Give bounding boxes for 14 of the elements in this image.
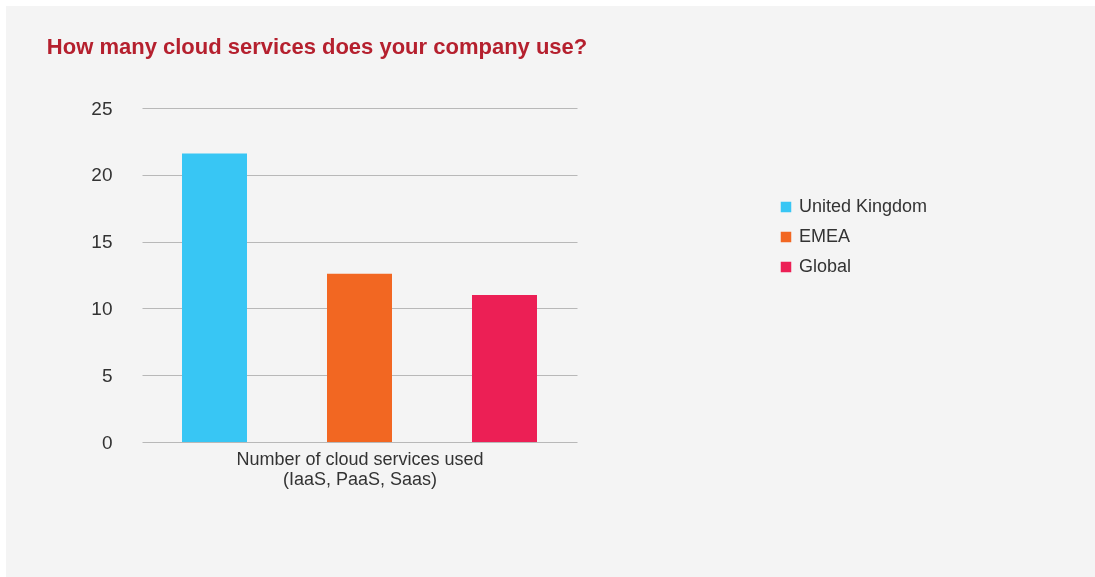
y-tick-label: 25 [91,97,113,119]
bar [327,273,392,442]
legend-label: United Kingdom [799,196,928,216]
y-tick-label: 0 [101,431,113,453]
x-axis-title: Number of cloud services used (IaaS, PaaS, Saas) [236,448,484,489]
legend-label: Global [799,256,852,276]
bar [182,153,247,442]
y-tick-label: 20 [91,164,113,186]
chart-title: How many cloud services does your company use? [46,34,588,59]
y-tick-label: 5 [101,364,113,386]
legend-label: EMEA [799,226,851,246]
y-tick-label: 10 [91,297,113,319]
y-tick-label: 15 [91,231,113,253]
bar [472,295,537,442]
